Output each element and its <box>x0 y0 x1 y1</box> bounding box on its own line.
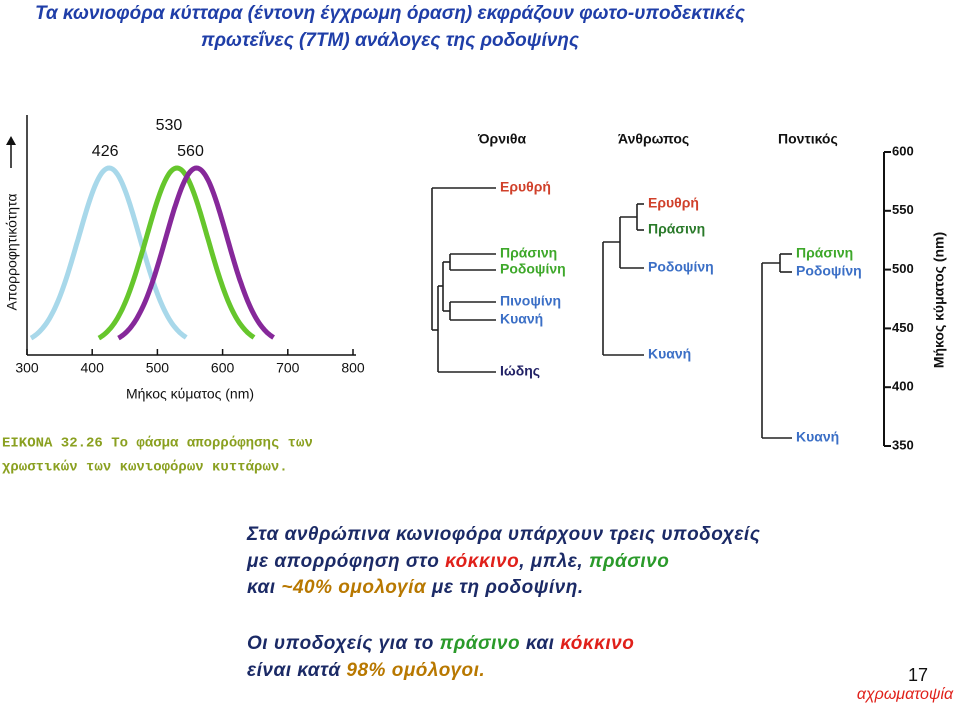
leaf: Ροδοψίνη <box>648 259 714 275</box>
x-tick-label: 300 <box>15 360 39 376</box>
text: με απορρόφηση στο <box>246 551 445 572</box>
text: Οι υποδοχείς για το <box>247 633 440 654</box>
spectrum-plot: Απορροφητικότητα Μήκος κύματος (nm) 300 4… <box>4 115 365 402</box>
leaf: Πράσινη <box>648 221 705 237</box>
footer: αχρωματοψία <box>857 686 954 703</box>
text: με τη ροδοψίνη. <box>426 577 584 598</box>
text: πράσινο <box>589 551 669 572</box>
y-arrow-head <box>6 136 16 145</box>
x-tick-label: 700 <box>276 360 300 376</box>
peak-label: 530 <box>156 117 183 134</box>
text: και <box>520 633 560 654</box>
scale-tick-label: 500 <box>892 261 914 276</box>
absorption-curve <box>117 165 275 341</box>
text: 98% ομόλογοι. <box>346 660 485 681</box>
x-tick-label: 500 <box>146 360 170 376</box>
body-line: και ~40% ομολογία με τη ροδοψίνη. <box>247 577 584 598</box>
peak-label: 560 <box>177 143 204 160</box>
tree-title: Άνθρωπος <box>618 131 689 147</box>
leaf: Κυανή <box>796 429 839 445</box>
scale-tick-label: 450 <box>892 320 914 335</box>
title-line: Τα κωνιοφόρα κύτταρα (έντονη έγχρωμη όρα… <box>35 3 746 24</box>
text: , μπλε, <box>518 551 589 572</box>
leaf: Κυανή <box>648 346 691 362</box>
leaf: Ροδοψίνη <box>500 261 566 277</box>
tree-lines <box>431 187 792 439</box>
y-axis-label: Απορροφητικότητα <box>4 194 20 311</box>
leaf: Ιώδης <box>500 363 540 379</box>
absorption-curve <box>29 165 188 341</box>
text: κόκκινο <box>445 551 519 572</box>
page-number: 17 <box>908 665 928 685</box>
x-tick-label: 600 <box>211 360 235 376</box>
leaf: Πράσινη <box>500 245 557 261</box>
x-axis-label: Μήκος κύματος (nm) <box>126 386 254 402</box>
leaf: Πινοψίνη <box>500 293 561 309</box>
body-line: Στα ανθρώπινα κωνιοφόρα υπάρχουν τρεις υ… <box>246 524 761 545</box>
text: πράσινο <box>440 633 520 654</box>
leaf: Ερυθρή <box>500 179 551 195</box>
text: ~40% ομολογία <box>281 577 426 598</box>
x-tick-label: 800 <box>341 360 365 376</box>
body-line: είναι κατά 98% ομόλογοι. <box>247 660 485 681</box>
scale-tick-label: 400 <box>892 379 914 394</box>
caption-line: ΕΙΚΟΝΑ 32.26 Το φάσμα απορρόφησης των <box>2 435 313 452</box>
text: Στα ανθρώπινα κωνιοφόρα υπάρχουν τρεις υ… <box>246 524 761 545</box>
scale-tick-label: 600 <box>892 143 914 158</box>
curves: 300 400 500 600 700 800 426 530 560 <box>15 117 365 375</box>
body-line: Οι υποδοχείς για το πράσινο και κόκκινο <box>247 633 634 654</box>
leaf: Κυανή <box>500 311 543 327</box>
scale-label: Μήκος κύματος (nm) <box>931 232 947 368</box>
wavelength-scale: Μήκος κύματος (nm) 600 550 500 450 400 350 <box>883 143 947 452</box>
text: είναι κατά <box>247 660 346 681</box>
scale-tick-label: 550 <box>892 202 914 217</box>
leaf: Ερυθρή <box>648 195 699 211</box>
x-tick-label: 400 <box>81 360 105 376</box>
peak-label: 426 <box>92 143 119 160</box>
absorption-curve <box>97 165 256 341</box>
text: και <box>247 577 281 598</box>
tree-title: Όρνιθα <box>477 131 526 147</box>
leaf: Πράσινη <box>796 245 853 261</box>
scale-tick-label: 350 <box>892 437 914 452</box>
caption-line: χρωστικών των κωνιοφόρων κυττάρων. <box>2 459 288 476</box>
body-line: με απορρόφηση στο κόκκινο, μπλε, πράσινο <box>246 551 669 572</box>
tree-title: Ποντικός <box>778 131 838 147</box>
text: κόκκινο <box>560 633 634 654</box>
title-line: πρωτεΐνες (7ΤΜ) ανάλογες της ροδοψίνης <box>201 30 580 51</box>
leaf: Ροδοψίνη <box>796 263 862 279</box>
